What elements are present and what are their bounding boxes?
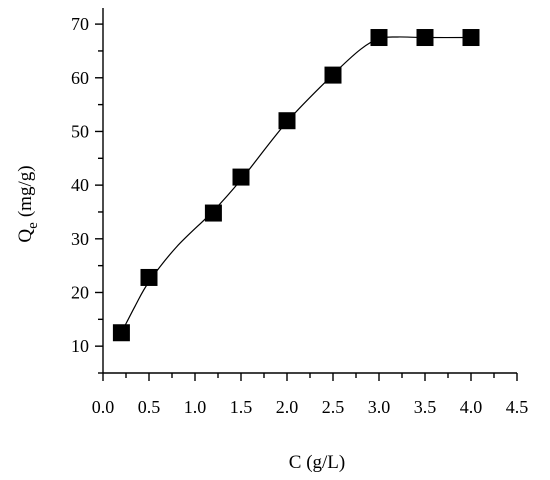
x-tick-label: 4.5 (506, 397, 529, 417)
data-point-marker (416, 29, 434, 47)
y-tick-label: 10 (71, 336, 89, 356)
x-tick-label: 3.5 (414, 397, 437, 417)
y-tick-label: 20 (71, 282, 89, 302)
axis-labels: C (g/L) Qe (mg/g) (15, 165, 345, 473)
x-axis-title: C (g/L) (289, 452, 345, 473)
x-tick-label: 1.5 (230, 397, 253, 417)
data-point-marker (232, 168, 250, 186)
data-point-marker (370, 29, 388, 47)
y-axis-title-subscript: e (25, 222, 41, 229)
x-tick-label: 0.5 (138, 397, 161, 417)
data-point-marker (112, 324, 130, 342)
y-axis-title-main: Q (15, 229, 36, 243)
y-axis-title-units: (mg/g) (15, 165, 36, 217)
data-point-marker (324, 66, 342, 84)
y-tick-label: 50 (71, 121, 89, 141)
fit-curve-layer (120, 36, 472, 334)
x-tick-label: 3.0 (368, 397, 391, 417)
data-point-marker (278, 112, 296, 130)
data-point-marker (204, 204, 222, 222)
y-tick-label: 40 (71, 175, 89, 195)
data-point-marker (140, 268, 158, 286)
y-axis-title: Qe (mg/g) (15, 165, 41, 242)
y-tick-label: 60 (71, 68, 89, 88)
data-point-marker (462, 29, 480, 47)
x-tick-label: 0.0 (92, 397, 115, 417)
axes: 0.0 0.5 1.0 1.5 2.0 2.5 3.0 3.5 4.0 4.5 10 20 30 40 50… (71, 8, 528, 417)
x-tick-label: 2.5 (322, 397, 345, 417)
y-tick-label: 30 (71, 229, 89, 249)
x-tick-label: 4.0 (460, 397, 483, 417)
data-markers (112, 29, 480, 342)
fit-curve (120, 36, 472, 334)
y-tick-label: 70 (71, 14, 89, 34)
x-tick-label: 2.0 (276, 397, 299, 417)
x-tick-label: 1.0 (184, 397, 207, 417)
